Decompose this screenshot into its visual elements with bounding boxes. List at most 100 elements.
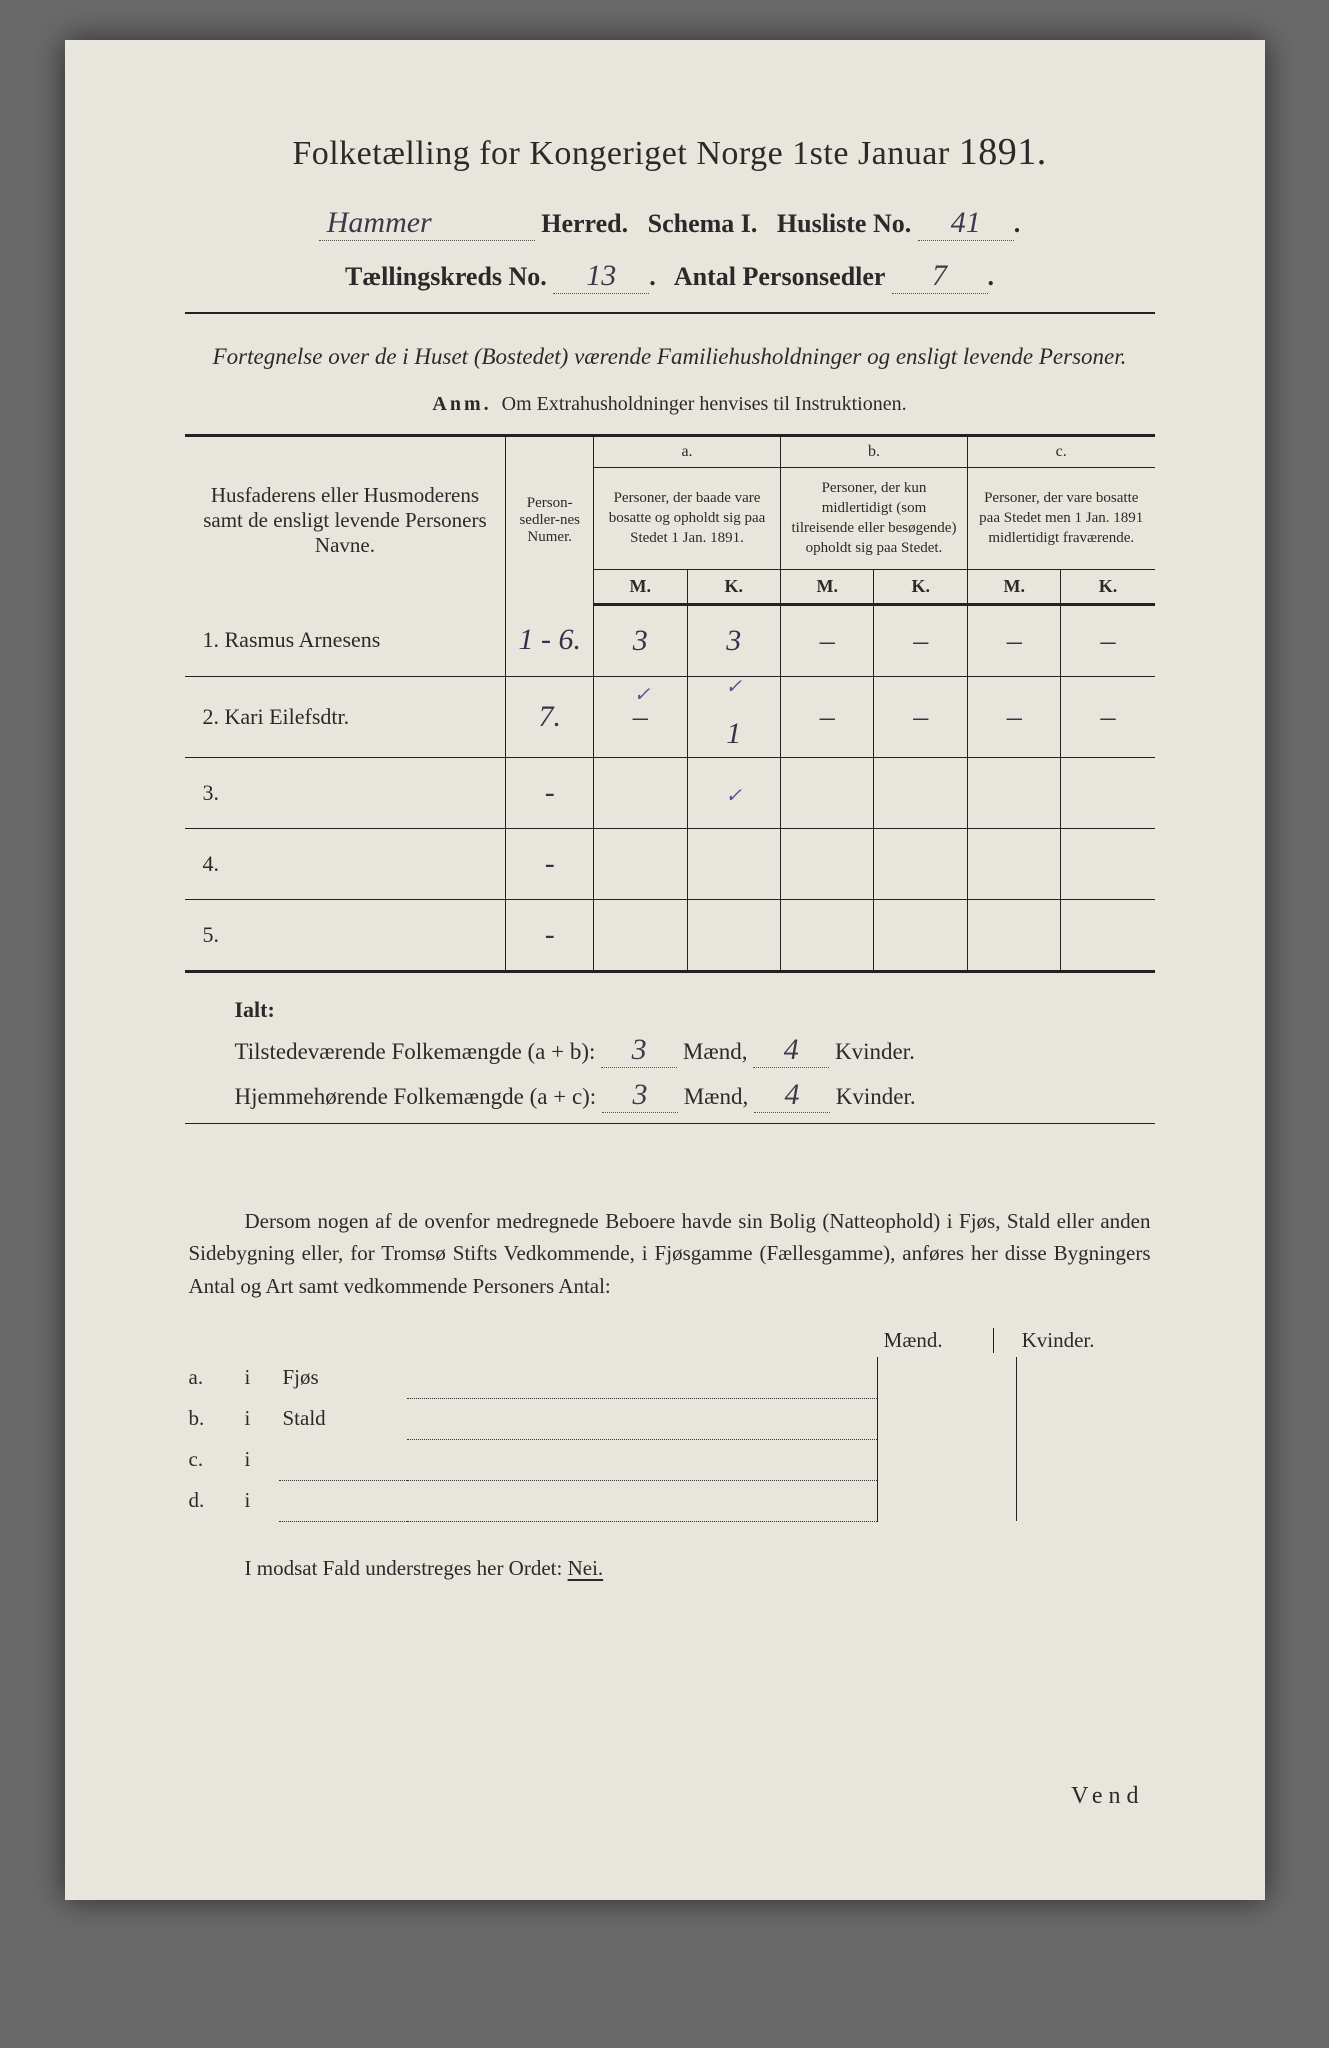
subtitle: Fortegnelse over de i Huset (Bostedet) v… bbox=[185, 340, 1155, 375]
paragraph-text: Dersom nogen af de ovenfor medregnede Be… bbox=[189, 1209, 1151, 1298]
nei-pre: I modsat Fald understreges her Ordet: bbox=[245, 1556, 568, 1580]
dl-k bbox=[1016, 1480, 1155, 1521]
cell-bK: – bbox=[874, 604, 967, 676]
nei-line: I modsat Fald understreges her Ordet: Ne… bbox=[245, 1556, 1155, 1581]
cell-aM bbox=[594, 757, 687, 828]
col-c-top: c. bbox=[967, 435, 1154, 467]
dl-dots bbox=[407, 1398, 878, 1439]
cell-aK: 3 bbox=[687, 604, 780, 676]
col-a-m: M. bbox=[594, 569, 687, 604]
vend-label: Vend bbox=[1071, 1783, 1144, 1810]
row-num: 5. bbox=[185, 899, 506, 971]
cell-bM: – bbox=[781, 604, 874, 676]
dl-lab: a. bbox=[185, 1357, 241, 1398]
row-num: 2. Kari Eilefsdtr. bbox=[185, 676, 506, 757]
dl-k bbox=[1016, 1439, 1155, 1480]
kvinder-label: Kvinder. bbox=[836, 1084, 916, 1109]
row-num: 1. Rasmus Arnesens bbox=[185, 604, 506, 676]
col-name-header: Husfaderens eller Husmoderens samt de en… bbox=[185, 435, 506, 604]
row-ps: 7. bbox=[506, 676, 594, 757]
maend-label: Mænd, bbox=[683, 1039, 748, 1064]
kvinder-label: Kvinder. bbox=[835, 1039, 915, 1064]
totals-ac-label: Hjemmehørende Folkemængde (a + c): bbox=[235, 1084, 597, 1109]
kvinder-col-label: Kvinder. bbox=[993, 1328, 1095, 1353]
cell-aM: 3 bbox=[594, 604, 687, 676]
ialt-label: Ialt: bbox=[235, 997, 1155, 1023]
dl-m bbox=[877, 1398, 1016, 1439]
cell-bK bbox=[874, 757, 967, 828]
maend-label: Mænd, bbox=[684, 1084, 749, 1109]
divider bbox=[185, 1123, 1155, 1124]
table-row: 1. Rasmus Arnesens 1 - 6. 3 3 – – – – bbox=[185, 604, 1155, 676]
table-row: 4. - bbox=[185, 828, 1155, 899]
cell-cK: – bbox=[1061, 604, 1155, 676]
cell-cM bbox=[967, 757, 1060, 828]
cell-bK: – bbox=[874, 676, 967, 757]
cell-bM: – bbox=[781, 676, 874, 757]
col-ps-header: Person-sedler-nes Numer. bbox=[506, 435, 594, 604]
totals-ab-m: 3 bbox=[601, 1033, 677, 1068]
title-year: 1891. bbox=[959, 131, 1047, 173]
anm-text: Om Extrahusholdninger henvises til Instr… bbox=[502, 393, 907, 415]
row-ps: - bbox=[506, 828, 594, 899]
col-b-header: Personer, der kun midlertidigt (som tilr… bbox=[781, 467, 968, 569]
cell-cK bbox=[1061, 757, 1155, 828]
dl-m bbox=[877, 1480, 1016, 1521]
totals-ab: Tilstedeværende Folkemængde (a + b): 3 M… bbox=[235, 1033, 1155, 1068]
kreds-value: 13 bbox=[553, 259, 649, 294]
spacer bbox=[185, 1194, 1155, 1195]
schema-label: Schema I. bbox=[648, 209, 758, 238]
dl-m bbox=[877, 1357, 1016, 1398]
totals-ac: Hjemmehørende Folkemængde (a + c): 3 Mæn… bbox=[235, 1078, 1155, 1113]
census-form-page: Folketælling for Kongeriget Norge 1ste J… bbox=[65, 40, 1265, 1900]
cell-cM: – bbox=[967, 676, 1060, 757]
dl-cat bbox=[279, 1480, 407, 1521]
kreds-line: Tællingskreds No. 13. Antal Personsedler… bbox=[185, 259, 1155, 294]
row-name: Kari Eilefsdtr. bbox=[225, 704, 350, 729]
col-c-header: Personer, der vare bosatte paa Stedet me… bbox=[967, 467, 1154, 569]
herred-value: Hammer bbox=[319, 206, 535, 241]
row-num: 3. bbox=[185, 757, 506, 828]
list-item: a. i Fjøs bbox=[185, 1357, 1155, 1398]
husliste-value: 41 bbox=[918, 206, 1014, 241]
col-a-k: K. bbox=[687, 569, 780, 604]
tick-mark: ✓ bbox=[634, 682, 651, 707]
col-c-m: M. bbox=[967, 569, 1060, 604]
page-title: Folketælling for Kongeriget Norge 1ste J… bbox=[185, 130, 1155, 174]
dl-i: i bbox=[241, 1439, 279, 1480]
tick-mark: ✓ bbox=[725, 785, 742, 807]
row-ps: - bbox=[506, 757, 594, 828]
list-item: d. i bbox=[185, 1480, 1155, 1521]
row-ps: - bbox=[506, 899, 594, 971]
dl-i: i bbox=[241, 1398, 279, 1439]
list-item: b. i Stald bbox=[185, 1398, 1155, 1439]
dl-k bbox=[1016, 1357, 1155, 1398]
dl-lab: c. bbox=[185, 1439, 241, 1480]
cell-cM: – bbox=[967, 604, 1060, 676]
antal-label: Antal Personsedler bbox=[674, 262, 885, 291]
dwelling-list: a. i Fjøs b. i Stald c. i d. i bbox=[185, 1357, 1155, 1522]
divider bbox=[185, 312, 1155, 314]
totals-ab-label: Tilstedeværende Folkemængde (a + b): bbox=[235, 1039, 596, 1064]
row-num: 4. bbox=[185, 828, 506, 899]
col-name-text: Husfaderens eller Husmoderens samt de en… bbox=[203, 483, 486, 557]
kreds-label: Tællingskreds No. bbox=[345, 262, 547, 291]
anm-label: Anm. bbox=[432, 393, 491, 415]
dl-cat: Stald bbox=[279, 1398, 407, 1439]
nei-word: Nei. bbox=[568, 1556, 604, 1580]
cell-cK: – bbox=[1061, 676, 1155, 757]
mk-header: Mænd. Kvinder. bbox=[185, 1328, 1155, 1353]
col-b-k: K. bbox=[874, 569, 967, 604]
col-b-top: b. bbox=[781, 435, 968, 467]
paragraph: Dersom nogen af de ovenfor medregnede Be… bbox=[189, 1205, 1151, 1303]
cell-aM: –✓ bbox=[594, 676, 687, 757]
dl-k bbox=[1016, 1398, 1155, 1439]
dl-dots bbox=[407, 1439, 878, 1480]
dl-cat bbox=[279, 1439, 407, 1480]
anm-line: Anm. Om Extrahusholdninger henvises til … bbox=[185, 393, 1155, 416]
tick-mark: ✓ bbox=[725, 676, 742, 698]
dl-lab: d. bbox=[185, 1480, 241, 1521]
totals-ac-m: 3 bbox=[602, 1078, 678, 1113]
dl-cat: Fjøs bbox=[279, 1357, 407, 1398]
row-ps: 1 - 6. bbox=[506, 604, 594, 676]
